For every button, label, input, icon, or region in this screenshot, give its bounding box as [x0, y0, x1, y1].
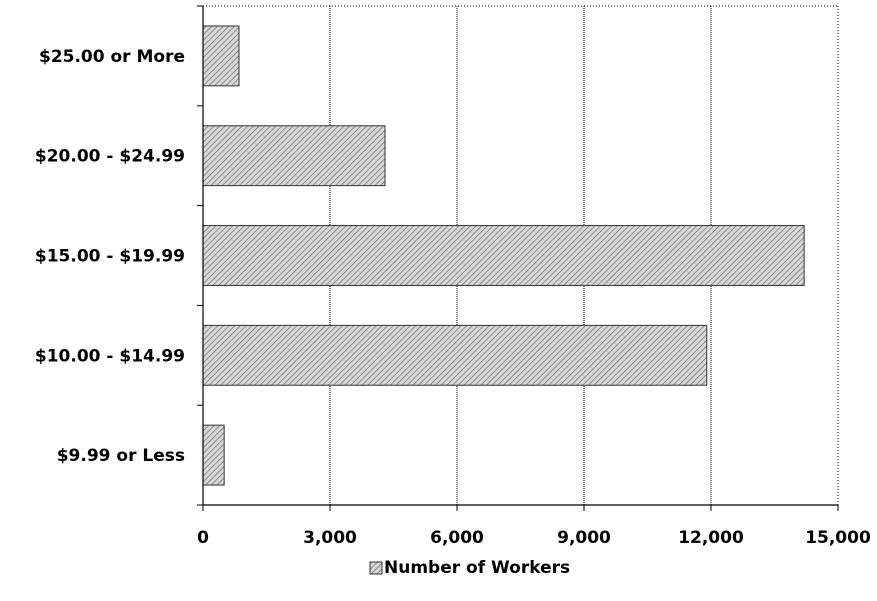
x-tick-label: 0	[197, 528, 209, 548]
grid-lines	[203, 5, 839, 505]
bars	[202, 25, 805, 486]
category-label: $10.00 - $14.99	[35, 346, 185, 366]
legend-swatch	[369, 561, 383, 575]
x-tick-label: 15,000	[805, 528, 871, 548]
bar	[202, 324, 708, 386]
category-label: $25.00 or More	[39, 47, 185, 67]
bar	[202, 424, 225, 486]
bar	[202, 225, 805, 286]
x-tick-label: 3,000	[303, 528, 357, 548]
category-label: $9.99 or Less	[57, 446, 185, 466]
x-tick-label: 12,000	[678, 528, 744, 548]
legend: Number of Workers	[369, 558, 570, 578]
bar	[202, 25, 240, 87]
bar	[202, 125, 386, 187]
category-label: $20.00 - $24.99	[35, 147, 185, 167]
axes	[197, 5, 839, 511]
x-tick-label: 9,000	[557, 528, 611, 548]
category-label: $15.00 - $19.99	[35, 247, 185, 267]
category-labels: $25.00 or More $20.00 - $24.99 $15.00 - $1…	[35, 47, 185, 466]
legend-label: Number of Workers	[384, 558, 570, 578]
x-tick-label: 6,000	[430, 528, 484, 548]
x-tick-labels: 0 3,000 6,000 9,000 12,000 15,000	[197, 528, 871, 548]
